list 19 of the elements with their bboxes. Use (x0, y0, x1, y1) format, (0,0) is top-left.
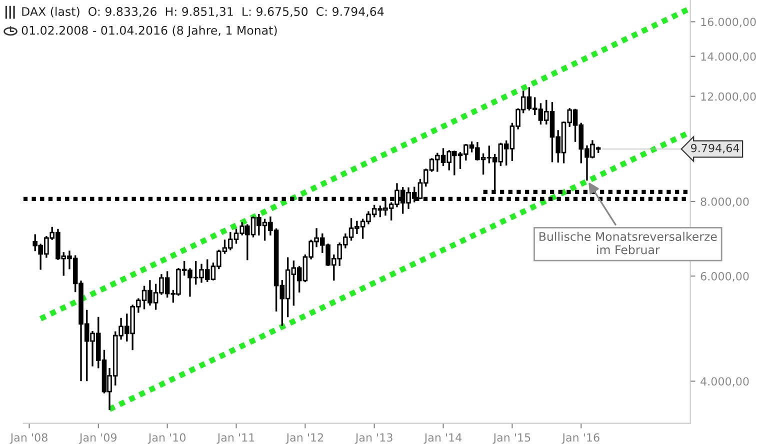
x-tick-label: Jan '10 (148, 433, 186, 444)
y-tick-label: 6.000,00 (700, 272, 749, 282)
y-tick-label: 14.000,00 (701, 52, 756, 62)
text: DAX (last) O: 9.833,26 H: 9.851,31 L: 9.675,50 C: 9.794,64 (22, 6, 384, 18)
x-tick-label: Jan '13 (354, 433, 392, 444)
text: 01.02.2008 - 01.04.2016 (8 Jahre, 1 Monat) (22, 26, 277, 37)
x-tick-label: Jan '08 (10, 433, 48, 444)
x-tick-label: Jan '16 (562, 433, 600, 444)
y-tick-label: 8.000,00 (700, 197, 749, 207)
annotation: Bullische Monatsreversalkerze im Februar (540, 232, 717, 254)
x-tick-label: Jan '15 (492, 433, 530, 444)
x-tick-label: Jan '09 (78, 433, 117, 444)
y-tick-label: 12.000,00 (701, 92, 756, 102)
x-tick-label: Jan '11 (216, 433, 254, 444)
x-tick-label: Jan '12 (286, 433, 324, 444)
annotation: 9.794,64 (691, 144, 740, 154)
y-tick-label: 16.000,00 (701, 18, 756, 28)
y-tick-label: 4.000,00 (700, 377, 749, 387)
x-tick-label: Jan '14 (424, 433, 462, 444)
